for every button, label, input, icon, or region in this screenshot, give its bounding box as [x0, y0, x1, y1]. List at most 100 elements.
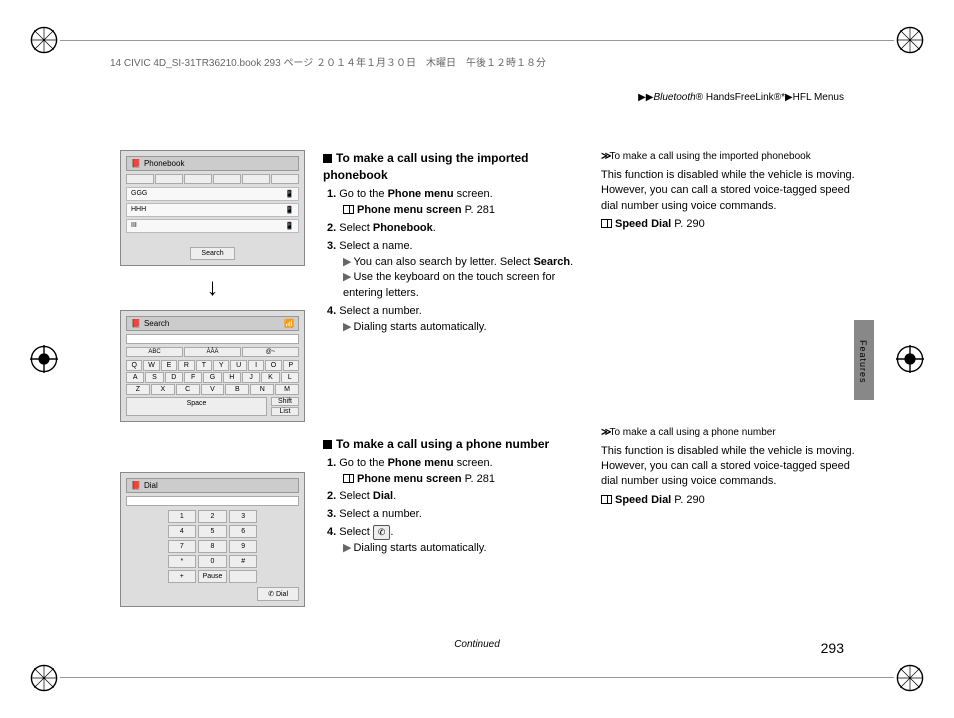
key: B	[225, 384, 249, 395]
sidebar-note-phonebook: ≫To make a call using the imported phone…	[601, 150, 864, 233]
sub-text: Use the keyboard on the touch screen for…	[343, 271, 555, 299]
triangle-icon: ▶	[343, 321, 351, 333]
key: X	[151, 384, 175, 395]
reg-mark: ®	[696, 92, 703, 103]
triangle-icon: ▶	[343, 256, 351, 268]
tab	[155, 174, 183, 184]
numkey: 2	[198, 510, 227, 523]
reg-mark-icon	[896, 664, 924, 692]
numkey: 9	[229, 540, 258, 553]
section-phonenumber: To make a call using a phone number 1. G…	[323, 436, 583, 557]
sidebar-ref: Speed Dial	[615, 494, 671, 506]
key: L	[281, 372, 299, 383]
search-input-display	[126, 334, 299, 344]
phonebook-title: Phonebook	[144, 159, 184, 168]
step-text: Select	[336, 490, 373, 502]
numkey	[229, 570, 258, 583]
numkey: Pause	[198, 570, 227, 583]
triangle-icon: ▶	[343, 271, 351, 283]
numkey: 3	[229, 510, 258, 523]
numkey: 4	[168, 525, 197, 538]
back-icon: 📕	[131, 481, 141, 490]
header-book-info: 14 CIVIC 4D_SI-31TR36210.book 293 ページ ２０…	[110, 54, 546, 69]
key: W	[143, 360, 159, 371]
key: G	[203, 372, 221, 383]
section-phonebook: To make a call using the imported phoneb…	[323, 150, 583, 336]
step-num: 4.	[327, 305, 336, 317]
tab	[242, 174, 270, 184]
step-text: Select a number.	[336, 508, 422, 520]
arrow-down-icon: ↓	[120, 276, 305, 300]
sidebar-ref-page: P. 290	[671, 494, 704, 506]
section-heading: To make a call using a phone number	[336, 437, 549, 451]
step-text: Select	[336, 222, 373, 234]
reg-mark-icon	[30, 26, 58, 54]
key: M	[275, 384, 299, 395]
reg-mark-icon	[896, 345, 924, 373]
phonebook-row: GGG📱	[126, 187, 299, 201]
step-num: 3.	[327, 240, 336, 252]
step-num: 3.	[327, 508, 336, 520]
numkey: 0	[198, 555, 227, 568]
tab: ÀÂÄ	[184, 347, 241, 357]
tab	[184, 174, 212, 184]
key: H	[223, 372, 241, 383]
breadcrumb-hfl: HandsFreeLink	[703, 92, 774, 103]
key: U	[230, 360, 246, 371]
list-key: List	[271, 407, 299, 416]
step-num: 2.	[327, 490, 336, 502]
reg-mark-icon	[30, 664, 58, 692]
step-text: Select a name.	[336, 240, 412, 252]
step-text: .	[390, 526, 393, 538]
book-icon	[601, 495, 612, 504]
space-key: Space	[126, 397, 267, 416]
sub-text: You can also search by letter. Select	[353, 256, 533, 268]
book-icon	[343, 474, 354, 483]
step-bold: Phone menu	[388, 188, 454, 200]
page-number: 293	[821, 640, 844, 656]
key: D	[165, 372, 183, 383]
square-icon	[323, 440, 332, 449]
key: A	[126, 372, 144, 383]
step-num: 1.	[327, 188, 336, 200]
key: K	[261, 372, 279, 383]
crop-line	[60, 40, 894, 41]
numkey: *	[168, 555, 197, 568]
tab: @~	[242, 347, 299, 357]
sidebar-ref-page: P. 290	[671, 218, 704, 230]
key: P	[283, 360, 299, 371]
key: Y	[213, 360, 229, 371]
back-icon: 📕	[131, 159, 141, 168]
breadcrumb-prefix: ▶▶	[638, 92, 653, 103]
key: I	[248, 360, 264, 371]
dial-btn-label: Dial	[276, 591, 288, 598]
sidebar-note-phonenumber: ≫To make a call using a phone number Thi…	[601, 426, 864, 509]
phone-icon: 📱	[285, 206, 294, 214]
numkey: 6	[229, 525, 258, 538]
numkey: 7	[168, 540, 197, 553]
step-text: screen.	[454, 188, 493, 200]
numkey: +	[168, 570, 197, 583]
sub-text: Dialing starts automatically.	[353, 542, 486, 554]
key: V	[201, 384, 225, 395]
dial-screen: 📕Dial 123 456 789 *0# +Pause ✆ Dial	[120, 472, 305, 607]
breadcrumb-menus: HFL Menus	[793, 92, 844, 103]
reg-mark-icon	[896, 26, 924, 54]
key: Z	[126, 384, 150, 395]
key: N	[250, 384, 274, 395]
step-num: 4.	[327, 526, 336, 538]
key: T	[196, 360, 212, 371]
step-text: screen.	[454, 457, 493, 469]
breadcrumb: ▶▶Bluetooth® HandsFreeLink®*▶HFL Menus	[638, 92, 844, 103]
reg-mark: ®	[774, 92, 781, 103]
ref-page: P. 281	[462, 204, 495, 216]
sub-text: Dialing starts automatically.	[353, 321, 486, 333]
reg-mark-icon	[30, 345, 58, 373]
step-text: .	[433, 222, 436, 234]
square-icon	[323, 154, 332, 163]
continued-label: Continued	[454, 639, 500, 650]
tab	[271, 174, 299, 184]
ref-text: Phone menu screen	[357, 204, 462, 216]
back-icon: 📕	[131, 319, 141, 328]
step-text: Select	[336, 526, 373, 538]
